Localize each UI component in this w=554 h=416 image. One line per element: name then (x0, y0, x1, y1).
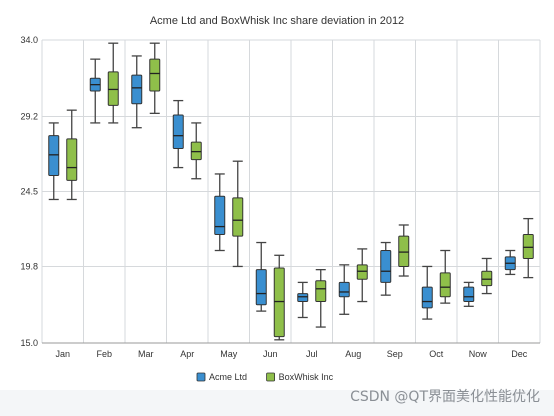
box-item (338, 264, 350, 315)
box-rect (522, 234, 534, 259)
box-item (190, 122, 202, 180)
x-tick-label: Now (469, 349, 488, 359)
box-rect (172, 114, 184, 149)
box-item (66, 109, 78, 201)
box-rect (131, 74, 143, 105)
box-item (273, 254, 285, 341)
x-tick-label: Apr (180, 349, 194, 359)
box-item (421, 265, 433, 320)
x-tick-label: Oct (429, 349, 444, 359)
box-item (297, 281, 309, 319)
box-rect (273, 267, 285, 338)
box-item (172, 99, 184, 169)
box-rect (356, 264, 368, 280)
box-item (107, 42, 119, 124)
x-tick-label: Sep (387, 349, 403, 359)
legend-swatch (196, 372, 206, 382)
box-item (149, 42, 161, 115)
box-rect (190, 141, 202, 161)
x-tick-label: May (220, 349, 238, 359)
box-item (48, 122, 60, 201)
legend-item[interactable]: Acme Ltd (196, 372, 247, 382)
box-item (255, 241, 267, 312)
box-item (463, 281, 475, 307)
box-item (481, 257, 493, 295)
x-tick-label: Aug (345, 349, 361, 359)
y-tick-label: 19.8 (20, 261, 38, 271)
box-rect (315, 280, 327, 303)
box-rect (338, 281, 350, 298)
box-item (380, 241, 392, 296)
box-rect (232, 197, 244, 237)
x-tick-label: Feb (96, 349, 112, 359)
y-axis-ticks: 15.0 19.8 24.5 29.2 34.0 (20, 35, 38, 348)
box-rect (66, 138, 78, 181)
box-rect (149, 58, 161, 92)
x-tick-label: Jul (306, 349, 318, 359)
x-tick-label: Dec (511, 349, 528, 359)
box-item (131, 55, 143, 129)
y-tick-label: 24.5 (20, 187, 38, 197)
watermark: CSDN @QT界面美化性能优化 (350, 389, 540, 405)
y-tick-label: 15.0 (20, 338, 38, 348)
x-tick-label: Jan (55, 349, 70, 359)
box-rect (214, 195, 226, 236)
legend-label: Acme Ltd (209, 372, 247, 382)
legend-swatch (266, 372, 276, 382)
legend: Acme Ltd BoxWhisk Inc (196, 372, 334, 382)
box-item (214, 173, 226, 252)
box-item (89, 58, 101, 124)
grid-lines (41, 39, 541, 344)
y-tick-label: 29.2 (20, 112, 38, 122)
box-rect (48, 135, 60, 177)
box-rect (398, 235, 410, 267)
x-tick-label: Mar (138, 349, 154, 359)
box-rect (255, 269, 267, 306)
chart-title: Acme Ltd and BoxWhisk Inc share deviatio… (150, 15, 404, 27)
box-rect (439, 272, 451, 298)
box-rect (297, 293, 309, 303)
legend-label: BoxWhisk Inc (279, 372, 334, 382)
box-series (48, 42, 534, 341)
box-rect (481, 270, 493, 287)
y-tick-label: 34.0 (20, 35, 38, 45)
box-item (504, 249, 516, 276)
box-rect (463, 286, 475, 303)
box-item (398, 224, 410, 277)
legend-item[interactable]: BoxWhisk Inc (266, 372, 334, 382)
box-item (356, 248, 368, 303)
box-item (315, 268, 327, 328)
box-item (232, 160, 244, 268)
box-item (439, 249, 451, 304)
box-rect (380, 250, 392, 283)
box-rect (421, 286, 433, 309)
x-tick-label: Jun (263, 349, 278, 359)
x-axis-ticks: Jan Feb Mar Apr May Jun Jul Aug Sep Oct Now Dec (55, 349, 527, 359)
box-rect (107, 71, 119, 106)
box-item (522, 217, 534, 279)
